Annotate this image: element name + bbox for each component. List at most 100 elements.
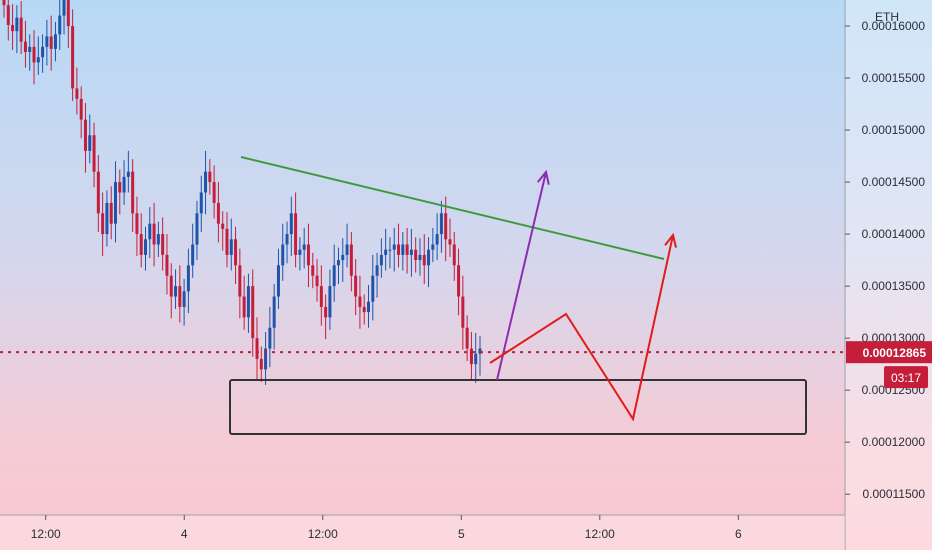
time-axis-panel xyxy=(0,515,845,550)
candle-body xyxy=(49,36,53,49)
candle-body xyxy=(135,213,139,235)
candle-body xyxy=(182,291,186,307)
candle-body xyxy=(336,260,340,266)
candle-body xyxy=(178,286,182,307)
y-tick-label: 0.00014500 xyxy=(862,175,926,189)
candle-body xyxy=(448,239,452,245)
candle-body xyxy=(83,119,87,151)
candle-body xyxy=(298,249,302,255)
current-price-tag xyxy=(846,341,932,364)
y-tick-label: 0.00016000 xyxy=(862,19,926,33)
y-tick-label: 0.00015000 xyxy=(862,123,926,137)
y-tick-label: 0.00011500 xyxy=(862,487,925,501)
candle-body xyxy=(15,17,19,32)
candle-body xyxy=(349,244,353,276)
bullish-arrow-purple xyxy=(496,171,547,381)
candle-body xyxy=(225,228,229,255)
price-axis-panel xyxy=(845,0,932,550)
candle-body xyxy=(62,0,66,16)
candle-body xyxy=(161,234,165,255)
candle-body xyxy=(152,223,156,245)
candle-body xyxy=(392,244,396,250)
candle-body xyxy=(414,249,418,261)
candle-body xyxy=(2,0,6,6)
candle-body xyxy=(101,213,105,235)
candle-body xyxy=(259,358,263,370)
candle-body xyxy=(41,46,45,58)
candle-body xyxy=(139,234,143,255)
candle-body xyxy=(105,202,109,235)
candle-body xyxy=(58,15,62,35)
candle-body xyxy=(332,265,336,287)
y-tick-label: 0.00013500 xyxy=(862,279,926,293)
candle-body xyxy=(208,171,212,183)
support-zone-box xyxy=(229,379,807,435)
trendline xyxy=(240,156,665,260)
candle-body xyxy=(306,244,310,266)
candle-body xyxy=(405,244,409,255)
y-tick-label: 0.00012000 xyxy=(862,435,926,449)
candle-body xyxy=(281,244,285,266)
candle-body xyxy=(144,239,148,255)
y-tick-label: 0.00015500 xyxy=(862,71,926,85)
candle-body xyxy=(371,275,375,302)
candle-body xyxy=(221,223,225,229)
candle-body xyxy=(118,182,122,193)
symbol-label: ETH xyxy=(875,10,899,24)
candle-body xyxy=(66,0,70,27)
candle-body xyxy=(19,17,23,42)
candle-body xyxy=(345,244,349,255)
candle-body xyxy=(422,254,426,266)
red-arrowhead xyxy=(664,232,678,248)
countdown-tag xyxy=(884,366,928,389)
candle-body xyxy=(367,301,371,313)
candle-body xyxy=(169,275,173,297)
candle-body xyxy=(79,98,83,120)
candle-body xyxy=(439,213,443,235)
candle-body xyxy=(122,176,126,193)
x-tick-label: 12:00 xyxy=(31,527,61,541)
candle-body xyxy=(294,213,298,255)
candle-body xyxy=(319,286,323,307)
candle-body xyxy=(276,265,280,297)
candle-body xyxy=(88,135,92,151)
candle-body xyxy=(126,171,130,177)
candle-body xyxy=(216,202,220,224)
x-tick-label: 12:00 xyxy=(308,527,338,541)
candle-body xyxy=(11,24,15,32)
candle-body xyxy=(28,46,32,53)
candle-body xyxy=(457,265,461,297)
candle-body xyxy=(264,348,268,370)
candle-body xyxy=(229,239,233,255)
candle-body xyxy=(397,244,401,255)
candle-body xyxy=(268,327,272,349)
candle-body xyxy=(379,254,383,266)
x-tick-label: 5 xyxy=(458,527,465,541)
candle-body xyxy=(401,244,405,255)
candle-body xyxy=(32,46,36,63)
candle-body xyxy=(199,192,203,214)
candle-body xyxy=(113,182,117,224)
candle-body xyxy=(388,249,392,251)
candle-body xyxy=(418,254,422,261)
candle-body xyxy=(375,265,379,276)
current-price-label: 0.00012865 xyxy=(863,346,927,360)
candle-body xyxy=(212,182,216,203)
candle-body xyxy=(474,353,478,365)
candle-body xyxy=(251,286,255,339)
candle-body xyxy=(204,171,208,193)
scenario-arrow-red xyxy=(489,234,674,422)
y-tick-label: 0.00014000 xyxy=(862,227,926,241)
candle-body xyxy=(435,234,439,245)
x-tick-label: 12:00 xyxy=(585,527,615,541)
candle-body xyxy=(75,88,79,99)
candle-body xyxy=(315,275,319,287)
countdown-label: 03:17 xyxy=(891,371,921,385)
candle-body xyxy=(23,41,27,53)
candle-body xyxy=(444,213,448,240)
candle-body xyxy=(324,306,328,318)
candle-body xyxy=(246,286,250,318)
candle-body xyxy=(311,265,315,276)
candle-body xyxy=(186,265,190,292)
